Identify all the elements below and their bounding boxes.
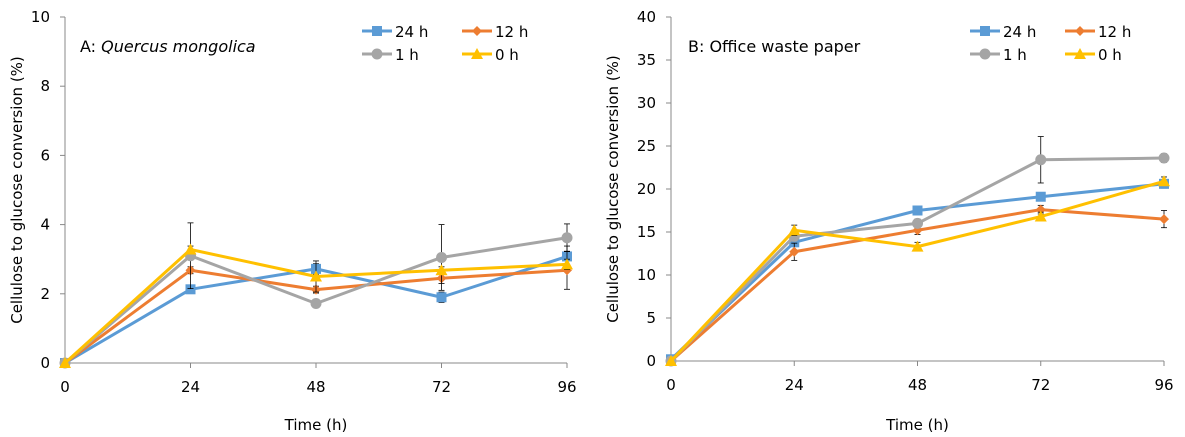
legend-marker xyxy=(979,48,991,60)
legend-marker xyxy=(1075,26,1085,36)
series-1h xyxy=(59,222,573,369)
y-tick-label: 4 xyxy=(40,216,50,234)
y-tick-label: 0 xyxy=(646,352,656,370)
legend-marker xyxy=(371,48,383,60)
y-tick-label: 40 xyxy=(637,8,656,26)
legend-label: 12 h xyxy=(1098,23,1131,41)
legend: 24 h 12 h 1 h 0 h xyxy=(362,23,528,64)
legend-label: 1 h xyxy=(395,46,419,64)
data-point xyxy=(788,224,801,236)
x-tick-label: 24 xyxy=(181,378,200,396)
data-point xyxy=(59,357,71,368)
data-point xyxy=(665,355,677,366)
y-tick-label: 35 xyxy=(637,51,656,69)
data-point xyxy=(789,246,800,257)
y-tick-label: 25 xyxy=(637,137,656,155)
legend-label: 0 h xyxy=(495,46,519,64)
x-tick-label: 96 xyxy=(1154,376,1173,394)
series-0h xyxy=(59,243,573,368)
legend-label: 1 h xyxy=(1003,46,1027,64)
legend: 24 h 12 h 1 h 0 h xyxy=(970,23,1131,64)
legend-marker xyxy=(1074,48,1086,59)
data-point xyxy=(435,264,448,276)
x-tick-label: 0 xyxy=(60,378,70,396)
y-axis-title: Cellulose to glucose conversion (%) xyxy=(8,56,26,324)
data-point xyxy=(1159,214,1169,225)
annotation-species: Quercus mongolica xyxy=(101,37,255,56)
data-point xyxy=(184,243,197,255)
x-tick-label: 72 xyxy=(432,378,451,396)
series-line xyxy=(669,156,1165,363)
x-tick-label: 48 xyxy=(306,378,325,396)
chart-panel-b: 0 5 10 15 20 25 30 35 40 0 24 48 72 96 Time (h) Cellulo… xyxy=(604,8,1174,434)
data-point xyxy=(310,297,322,309)
y-tick-label: 10 xyxy=(637,266,656,284)
legend-marker xyxy=(472,26,482,36)
data-point xyxy=(789,237,800,248)
y-tick-label: 0 xyxy=(40,354,50,372)
legend-marker xyxy=(980,26,990,36)
panel-annotation: B: Office waste paper xyxy=(688,37,861,56)
x-axis-title: Time (h) xyxy=(885,416,949,434)
annotation-prefix: B: Office waste paper xyxy=(688,37,861,56)
data-point xyxy=(1034,210,1047,222)
y-tick-label: 8 xyxy=(40,77,50,95)
y-tick-label: 2 xyxy=(40,285,50,303)
legend-label: 0 h xyxy=(1098,46,1122,64)
x-tick-label: 48 xyxy=(908,376,927,394)
x-tick-label: 96 xyxy=(557,378,576,396)
data-point xyxy=(436,292,447,303)
legend-marker xyxy=(471,48,483,59)
data-point xyxy=(561,258,573,270)
data-point xyxy=(912,217,923,229)
x-tick-label: 24 xyxy=(785,376,804,394)
y-tick-label: 30 xyxy=(637,94,656,112)
data-point xyxy=(436,251,447,263)
data-point xyxy=(1158,152,1170,164)
y-tick-label: 15 xyxy=(637,223,656,241)
data-point xyxy=(1035,154,1047,166)
data-point xyxy=(1158,175,1170,187)
legend-label: 24 h xyxy=(395,23,428,41)
x-tick-label: 0 xyxy=(666,376,676,394)
x-axis-title: Time (h) xyxy=(284,416,348,434)
legend-marker xyxy=(372,26,382,36)
data-point xyxy=(912,205,923,216)
x-tick-label: 72 xyxy=(1031,376,1050,394)
data-point xyxy=(185,284,196,295)
y-tick-label: 20 xyxy=(637,180,656,198)
y-axis-title: Cellulose to glucose conversion (%) xyxy=(604,55,622,323)
data-point xyxy=(561,232,573,244)
legend-label: 24 h xyxy=(1003,23,1036,41)
data-point xyxy=(1035,191,1046,202)
y-tick-label: 5 xyxy=(646,309,656,327)
y-tick-label: 10 xyxy=(31,8,50,26)
legend-label: 12 h xyxy=(495,23,528,41)
panel-annotation: A: Quercus mongolica xyxy=(80,37,256,56)
series-24h xyxy=(666,178,1169,365)
data-point xyxy=(911,240,924,252)
annotation-prefix: A: xyxy=(80,37,101,56)
y-tick-label: 6 xyxy=(40,146,50,164)
data-point xyxy=(310,270,322,282)
series-0h xyxy=(665,175,1170,366)
